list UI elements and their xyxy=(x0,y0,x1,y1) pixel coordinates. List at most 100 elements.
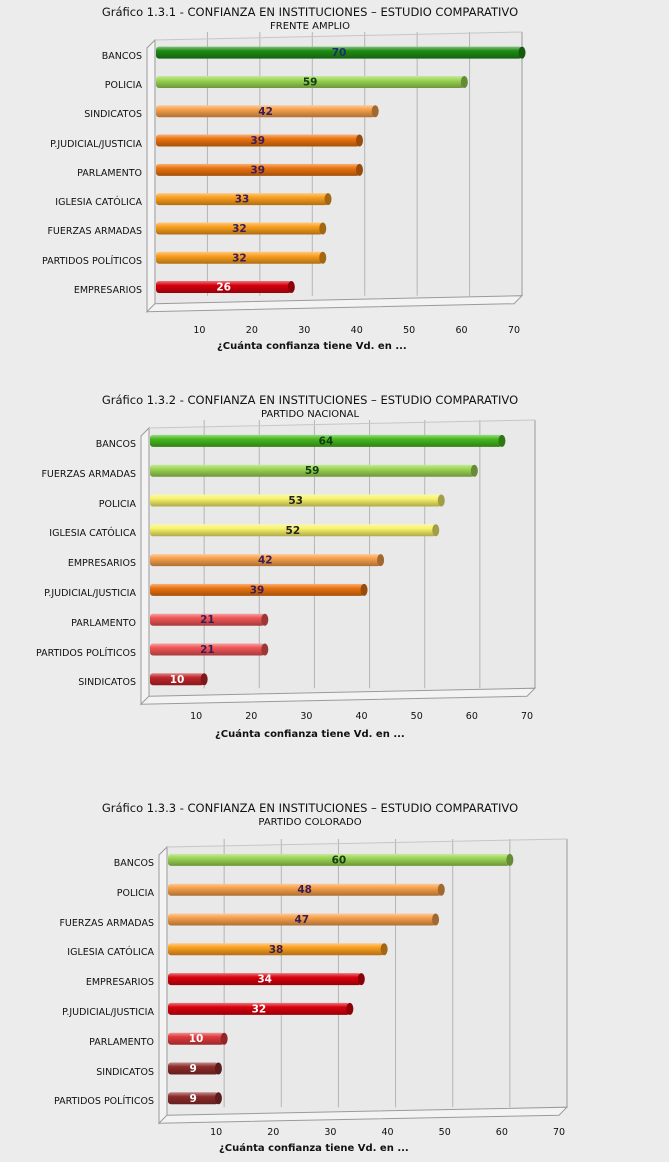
bar-cap xyxy=(437,494,445,507)
bar-body xyxy=(150,434,502,447)
data-label: 60 xyxy=(332,854,347,866)
chart-subtitle: PARTIDO COLORADO xyxy=(258,817,362,828)
category-label: P.JUDICIAL/JUSTICIA xyxy=(62,1006,154,1018)
bar xyxy=(150,464,478,477)
x-tick-label: 20 xyxy=(245,325,258,336)
bar-body xyxy=(156,75,465,88)
bar-body xyxy=(156,46,522,59)
bar-body xyxy=(150,643,265,656)
x-tick-label: 70 xyxy=(507,325,521,336)
bar xyxy=(156,281,295,294)
bar xyxy=(156,222,327,235)
x-tick-label: 10 xyxy=(193,325,206,336)
x-tick-label: 40 xyxy=(350,325,363,336)
data-label: 10 xyxy=(189,1033,204,1045)
bar-cap xyxy=(214,1092,222,1105)
category-label: BANCOS xyxy=(113,857,154,869)
data-label: 42 xyxy=(258,555,273,567)
category-label: EMPRESARIOS xyxy=(73,285,142,297)
bar xyxy=(150,494,445,507)
x-tick-label: 60 xyxy=(455,325,468,336)
bar-body xyxy=(150,494,442,507)
bar xyxy=(156,193,332,206)
y-axis-wall xyxy=(140,426,150,706)
bar xyxy=(150,583,368,596)
category-label: EMPRESARIOS xyxy=(85,977,154,989)
x-tick-label: 50 xyxy=(410,711,423,722)
bar-body xyxy=(156,105,376,118)
category-label: POLICIA xyxy=(98,498,136,510)
data-label: 21 xyxy=(200,644,215,656)
bar xyxy=(150,643,269,656)
category-label: BANCOS xyxy=(101,50,142,62)
bar-body xyxy=(150,583,365,596)
bar-cap xyxy=(200,673,208,686)
bar-body xyxy=(168,973,362,986)
x-tick-label: 70 xyxy=(520,711,534,722)
bar-cap xyxy=(432,524,440,537)
category-label: PARTIDOS POLÍTICOS xyxy=(53,1096,154,1108)
category-label: PARTIDOS POLÍTICOS xyxy=(41,255,142,267)
category-label: FUERZAS ARMADAS xyxy=(41,468,136,480)
bar-body xyxy=(168,883,442,896)
bar-cap xyxy=(360,583,368,596)
bar xyxy=(156,46,526,59)
bar-cap xyxy=(437,883,445,896)
chart-subtitle: FRENTE AMPLIO xyxy=(270,21,350,32)
bar-body xyxy=(168,1002,350,1015)
bar-cap xyxy=(261,613,269,626)
data-label: 59 xyxy=(305,465,320,477)
category-label: SINDICATOS xyxy=(96,1066,154,1078)
category-label: IGLESIA CATÓLICA xyxy=(55,197,142,209)
plot-border xyxy=(166,838,568,848)
y-axis-wall xyxy=(158,845,168,1125)
bar xyxy=(168,913,440,926)
x-tick-label: 60 xyxy=(465,711,478,722)
bar-cap xyxy=(261,643,269,656)
bar-cap xyxy=(324,193,332,206)
x-tick-label: 30 xyxy=(324,1127,337,1138)
bar xyxy=(150,434,506,447)
category-label: IGLESIA CATÓLICA xyxy=(67,947,154,959)
bar-cap xyxy=(355,134,363,147)
bar-cap xyxy=(518,46,526,59)
data-label: 39 xyxy=(250,584,265,596)
x-axis-label: ¿Cuánta confianza tiene Vd. en ... xyxy=(215,729,405,740)
category-label: PARTIDOS POLÍTICOS xyxy=(35,647,136,659)
chart-partido-nacional: Gráfico 1.3.2 - CONFIANZA EN INSTITUCION… xyxy=(0,390,669,775)
data-label: 39 xyxy=(250,164,265,176)
x-tick-label: 60 xyxy=(495,1127,508,1138)
bar-body xyxy=(168,1032,225,1045)
y-axis-wall xyxy=(146,38,156,313)
data-label: 32 xyxy=(252,1003,267,1015)
chart-frente-amplio: Gráfico 1.3.1 - CONFIANZA EN INSTITUCION… xyxy=(0,0,669,385)
bar-body xyxy=(168,943,385,956)
data-label: 34 xyxy=(257,974,272,986)
bar-cap xyxy=(506,853,514,866)
x-axis-label: ¿Cuánta confianza tiene Vd. en ... xyxy=(217,341,407,352)
category-label: FUERZAS ARMADAS xyxy=(47,226,142,238)
bar xyxy=(150,673,208,686)
plot-border xyxy=(154,31,523,41)
bar-body xyxy=(156,163,360,176)
bar xyxy=(150,554,385,567)
bar-body xyxy=(156,251,323,264)
bar-cap xyxy=(371,105,379,118)
bar xyxy=(168,883,445,896)
bar-body xyxy=(150,464,475,477)
bar-plot: 70 59 42 39 39 33 32 32 26 xyxy=(145,31,526,313)
data-label: 33 xyxy=(235,194,250,206)
bar xyxy=(168,973,365,986)
plot-border xyxy=(148,419,536,429)
category-label: EMPRESARIOS xyxy=(67,558,136,570)
bar-body xyxy=(156,134,360,147)
bar-body xyxy=(168,1062,219,1075)
bar-cap xyxy=(357,973,365,986)
data-label: 32 xyxy=(232,252,247,264)
bar-body xyxy=(168,853,510,866)
bar xyxy=(156,251,327,264)
data-label: 9 xyxy=(190,1063,197,1075)
bar-cap xyxy=(377,554,385,567)
data-label: 64 xyxy=(319,435,334,447)
category-label: IGLESIA CATÓLICA xyxy=(49,528,136,540)
